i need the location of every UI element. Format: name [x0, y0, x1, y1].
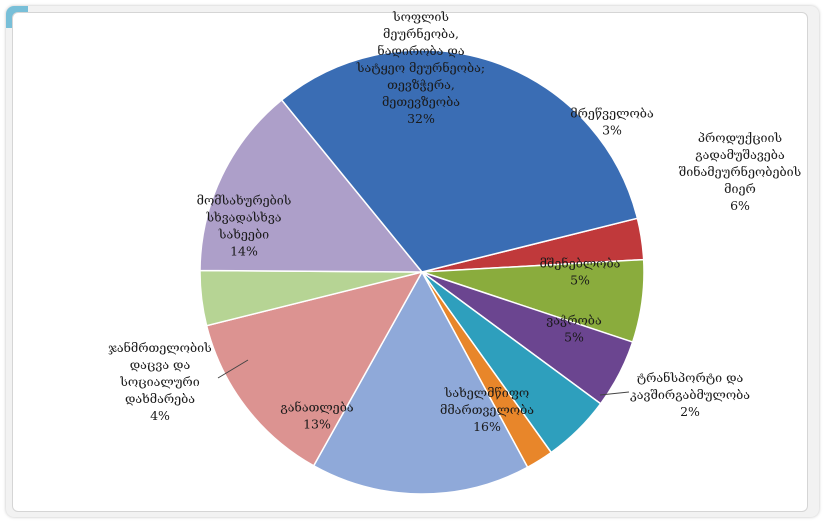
leader-line-health — [217, 359, 249, 379]
data-label-services: მომსახურების სხვადასხვა სახეები 14% — [197, 193, 292, 259]
data-label-trade: ვაჭრობა 5% — [546, 313, 602, 345]
data-label-construction: მშენებლობა 5% — [540, 256, 621, 288]
leader-lines — [217, 359, 630, 396]
pie-slice-services — [199, 98, 424, 273]
pie-slice-education — [205, 270, 424, 467]
pie-slice-public_admin — [312, 270, 529, 495]
data-label-fishing: მრეწველობა 3% — [570, 106, 654, 138]
data-label-public_admin: სახელმწიფო მმართველობა 16% — [440, 385, 534, 434]
data-label-education: განათლება 13% — [280, 400, 353, 432]
pie-slice-agriculture — [280, 49, 639, 273]
data-label-transport: ტრანსპორტი და კავშირგაბმულობა 2% — [630, 370, 750, 419]
data-label-manufacturing: პროდუქციის გადამუშავება შინამეურნეობების მი… — [679, 130, 801, 213]
pie-slices — [199, 49, 645, 495]
data-label-agriculture: სოფლის მეურნეობა, ნადირობა და სატყეო მეურნე… — [356, 9, 485, 126]
leader-line-transport — [599, 391, 630, 396]
data-label-health: ჯანმრთელობის დაცვა და სოციალური დახმარება 4% — [108, 340, 211, 423]
slice-labels: მრეწველობა 3% პროდუქციის გადამუშავება შინამე… — [108, 9, 801, 434]
